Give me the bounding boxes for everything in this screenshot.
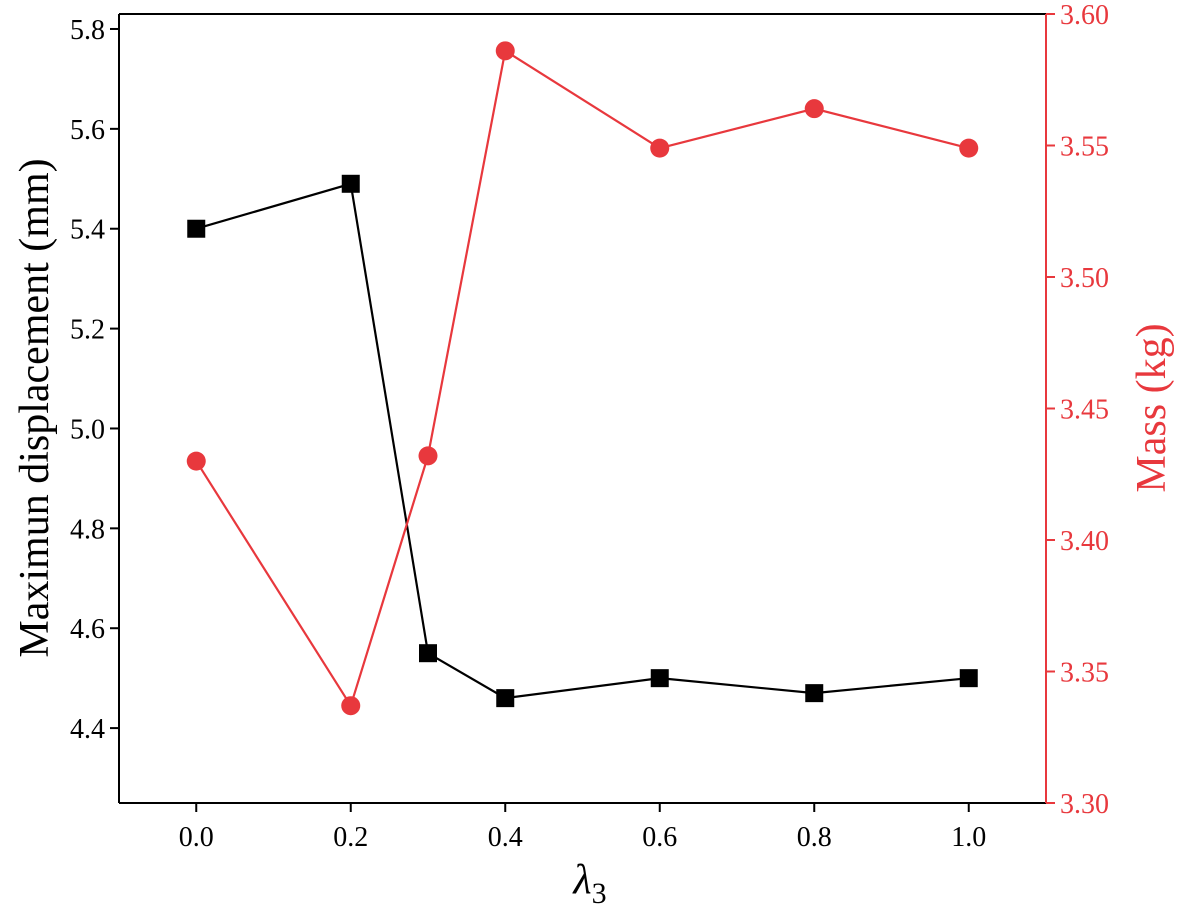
mass-point <box>650 138 670 158</box>
displacement-point <box>650 669 669 688</box>
x-tick-label: 0.8 <box>797 822 832 853</box>
x-axis-ticks: 0.0 0.2 0.4 0.6 0.8 1.0 <box>179 803 986 853</box>
left-axis-title: Maximun displacement (mm) <box>12 158 58 657</box>
displacement-point <box>959 669 978 688</box>
right-tick-label: 3.60 <box>1060 0 1109 31</box>
mass-point <box>804 99 824 119</box>
mass-series-line <box>195 49 970 709</box>
mass-point <box>959 138 979 158</box>
right-tick-label: 3.55 <box>1060 132 1109 163</box>
mass-point <box>186 451 206 471</box>
left-tick-label: 5.2 <box>70 315 105 346</box>
left-tick-label: 4.4 <box>70 714 105 745</box>
left-tick-label: 5.8 <box>70 15 105 46</box>
right-tick-label: 3.40 <box>1060 526 1109 557</box>
x-tick-label: 0.6 <box>642 822 677 853</box>
right-tick-label: 3.50 <box>1060 263 1109 294</box>
x-axis-title: λ3 <box>571 857 606 908</box>
displacement-point <box>341 174 360 193</box>
left-tick-label: 4.6 <box>70 614 105 645</box>
left-axis-ticks: 4.4 4.6 4.8 5.0 5.2 5.4 5.6 5.8 <box>70 15 119 745</box>
displacement-point <box>496 689 515 708</box>
x-axis-title-main: λ <box>571 857 591 903</box>
x-tick-label: 0.0 <box>179 822 214 853</box>
mass-point <box>341 696 361 716</box>
right-axis-ticks: 3.30 3.35 3.40 3.45 3.50 3.55 3.60 <box>1046 0 1109 820</box>
x-tick-label: 0.2 <box>333 822 368 853</box>
right-axis-title: Mass (kg) <box>1129 323 1175 492</box>
left-tick-label: 5.6 <box>70 115 105 146</box>
displacement-series-line <box>195 182 969 700</box>
x-tick-label: 0.4 <box>488 822 523 853</box>
right-tick-label: 3.35 <box>1060 658 1109 689</box>
x-tick-label: 1.0 <box>951 822 986 853</box>
left-tick-label: 4.8 <box>70 514 105 545</box>
right-tick-label: 3.30 <box>1060 789 1109 820</box>
displacement-point <box>419 644 437 663</box>
displacement-point <box>805 684 824 703</box>
mass-point <box>495 41 515 61</box>
left-tick-label: 5.0 <box>70 414 105 445</box>
left-tick-label: 5.4 <box>70 215 105 246</box>
mass-point <box>418 446 438 466</box>
right-tick-label: 3.45 <box>1060 395 1109 426</box>
displacement-point <box>187 219 206 238</box>
x-axis-title-subscript: 3 <box>592 877 607 908</box>
series-layer <box>186 41 979 716</box>
